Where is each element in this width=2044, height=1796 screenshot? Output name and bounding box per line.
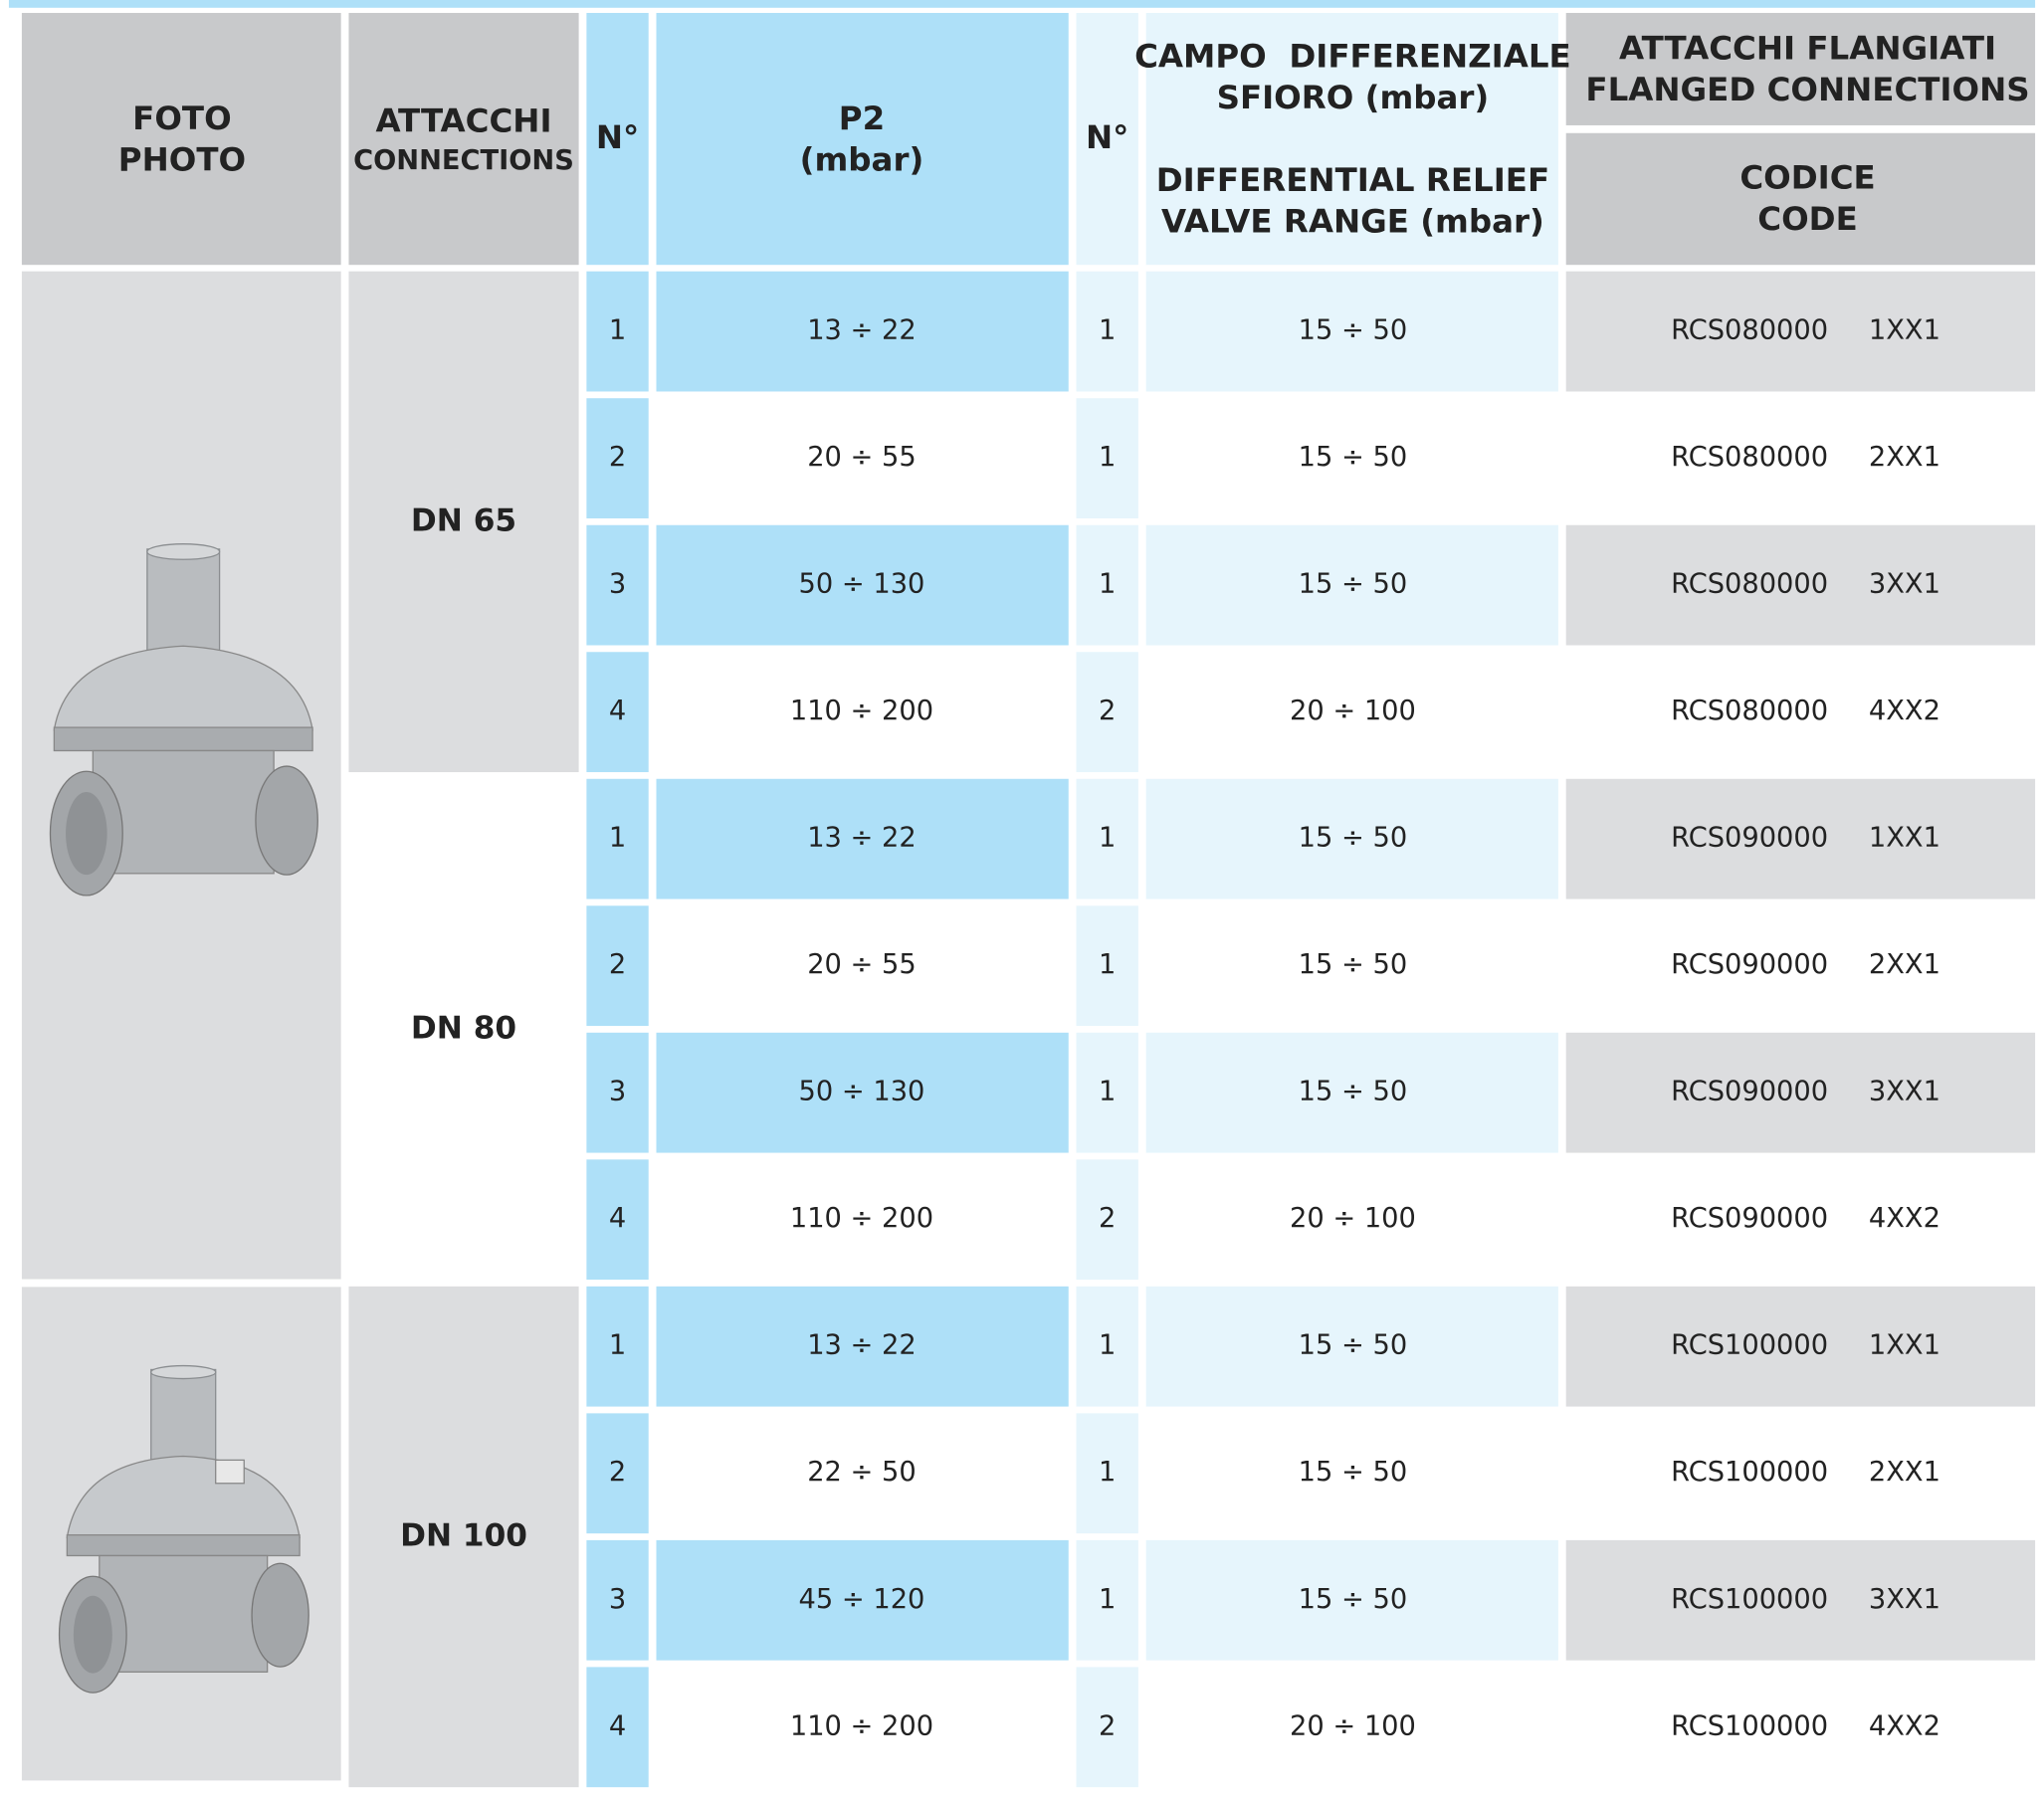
cell-text: 15 ÷ 50: [1299, 1457, 1408, 1488]
cell-text: 1: [1099, 949, 1116, 980]
cell-text: 2: [609, 949, 626, 980]
cell-text: 15 ÷ 50: [1299, 569, 1408, 600]
cell-text: 1XX1: [1869, 823, 1941, 854]
header-text: (mbar): [800, 140, 924, 178]
cell-text: 1XX1: [1869, 1330, 1941, 1361]
table-body: DN 65 1 13 ÷ 22 1 15 ÷ 50 RCS080000 1XX1 2 20 ÷ …: [22, 272, 2035, 1787]
cell-text: 2XX1: [1869, 949, 1941, 980]
cell-text: 1: [1099, 1584, 1116, 1615]
cell-text: 2: [1099, 1203, 1116, 1234]
header-text: P2: [839, 100, 885, 137]
cell-text: 1: [1099, 1457, 1116, 1488]
header-text: N°: [1086, 118, 1128, 156]
cell-text: 20 ÷ 55: [807, 949, 917, 980]
header-cell: [657, 13, 1069, 265]
cell-text: 1: [1099, 823, 1116, 854]
connection-label: DN 80: [411, 1010, 516, 1046]
cell-text: RCS090000: [1671, 949, 1828, 980]
connection-label: DN 100: [400, 1518, 527, 1554]
header-text: ATTACCHI FLANGIATI: [1619, 30, 1996, 68]
cell-text: 2: [1099, 1710, 1116, 1741]
cell-text: 3XX1: [1869, 1584, 1941, 1615]
cell-text: 13 ÷ 22: [807, 823, 917, 854]
cell-text: 15 ÷ 50: [1299, 1584, 1408, 1615]
cell-text: 4XX2: [1869, 1710, 1941, 1741]
header-text: PHOTO: [118, 140, 246, 178]
cell-text: 1: [1099, 1330, 1116, 1361]
cell-text: 3: [609, 569, 626, 600]
header-text: ATTACCHI: [375, 101, 551, 139]
cell-text: 22 ÷ 50: [807, 1457, 917, 1488]
cell-text: 110 ÷ 200: [790, 1203, 933, 1234]
top-strip: [9, 0, 2035, 8]
header-text: SFIORO (mbar): [1217, 79, 1490, 116]
header-text: CONNECTIONS: [353, 145, 574, 176]
cell-text: RCS100000: [1671, 1330, 1828, 1361]
cell-text: RCS080000: [1671, 569, 1828, 600]
cell-text: 1: [1099, 569, 1116, 600]
cell-text: 20 ÷ 100: [1290, 1710, 1416, 1741]
cell-text: 4: [609, 1203, 626, 1234]
cell-text: 15 ÷ 50: [1299, 442, 1408, 473]
cell-text: 3: [609, 1077, 626, 1107]
cell-text: RCS080000: [1671, 442, 1828, 473]
cell-text: 20 ÷ 55: [807, 442, 917, 473]
cell-text: RCS090000: [1671, 1203, 1828, 1234]
cell-text: 13 ÷ 22: [807, 315, 917, 346]
cell-text: 20 ÷ 100: [1290, 696, 1416, 726]
cell-text: 15 ÷ 50: [1299, 1077, 1408, 1107]
cell-text: 110 ÷ 200: [790, 696, 933, 726]
header-text: FLANGED CONNECTIONS: [1585, 71, 2029, 108]
cell-text: 4XX2: [1869, 1203, 1941, 1234]
cell-text: 1: [1099, 442, 1116, 473]
header-text: VALVE RANGE (mbar): [1161, 203, 1544, 241]
header-text: CODICE: [1739, 159, 1875, 197]
cell-text: 4XX2: [1869, 696, 1941, 726]
header: FOTO PHOTO ATTACCHI CONNECTIONS N° P2 (m…: [22, 13, 2035, 265]
cell-text: 50 ÷ 130: [799, 1077, 925, 1107]
cell-text: 15 ÷ 50: [1299, 823, 1408, 854]
cell-text: 2: [609, 1457, 626, 1488]
header-cell: [22, 13, 341, 265]
cell-text: RCS100000: [1671, 1584, 1828, 1615]
header-text: FOTO: [132, 100, 231, 137]
cell-text: 2XX1: [1869, 442, 1941, 473]
cell-text: 1: [609, 1330, 626, 1361]
cell-text: 50 ÷ 130: [799, 569, 925, 600]
cell-text: 3: [609, 1584, 626, 1615]
cell-text: 2: [1099, 696, 1116, 726]
cell-text: 3XX1: [1869, 1077, 1941, 1107]
cell-text: 4: [609, 696, 626, 726]
cell-text: 3XX1: [1869, 569, 1941, 600]
cell-text: 2XX1: [1869, 1457, 1941, 1488]
cell-text: 1: [609, 315, 626, 346]
cell-text: 1: [1099, 315, 1116, 346]
cell-text: 1: [609, 823, 626, 854]
cell-text: 20 ÷ 100: [1290, 1203, 1416, 1234]
cell-text: 15 ÷ 50: [1299, 949, 1408, 980]
cell-text: 15 ÷ 50: [1299, 315, 1408, 346]
cell-text: 45 ÷ 120: [799, 1584, 925, 1615]
header-text: DIFFERENTIAL RELIEF: [1156, 161, 1549, 199]
header-text: CAMPO DIFFERENZIALE: [1134, 37, 1571, 75]
header-text: CODE: [1757, 200, 1858, 238]
cell-text: 1XX1: [1869, 315, 1941, 346]
header-text: N°: [596, 118, 639, 156]
cell-text: RCS100000: [1671, 1457, 1828, 1488]
cell-text: RCS080000: [1671, 696, 1828, 726]
product-table: FOTO PHOTO ATTACCHI CONNECTIONS N° P2 (m…: [0, 0, 2044, 1796]
cell-text: RCS100000: [1671, 1710, 1828, 1741]
cell-text: 110 ÷ 200: [790, 1710, 933, 1741]
cell-text: 2: [609, 442, 626, 473]
cell-text: 1: [1099, 1077, 1116, 1107]
cell-text: RCS080000: [1671, 315, 1828, 346]
cell-text: RCS090000: [1671, 823, 1828, 854]
connection-label: DN 65: [411, 502, 516, 538]
cell-text: RCS090000: [1671, 1077, 1828, 1107]
cell-text: 13 ÷ 22: [807, 1330, 917, 1361]
header-cell: [1566, 133, 2035, 265]
cell-text: 15 ÷ 50: [1299, 1330, 1408, 1361]
cell-text: 4: [609, 1710, 626, 1741]
